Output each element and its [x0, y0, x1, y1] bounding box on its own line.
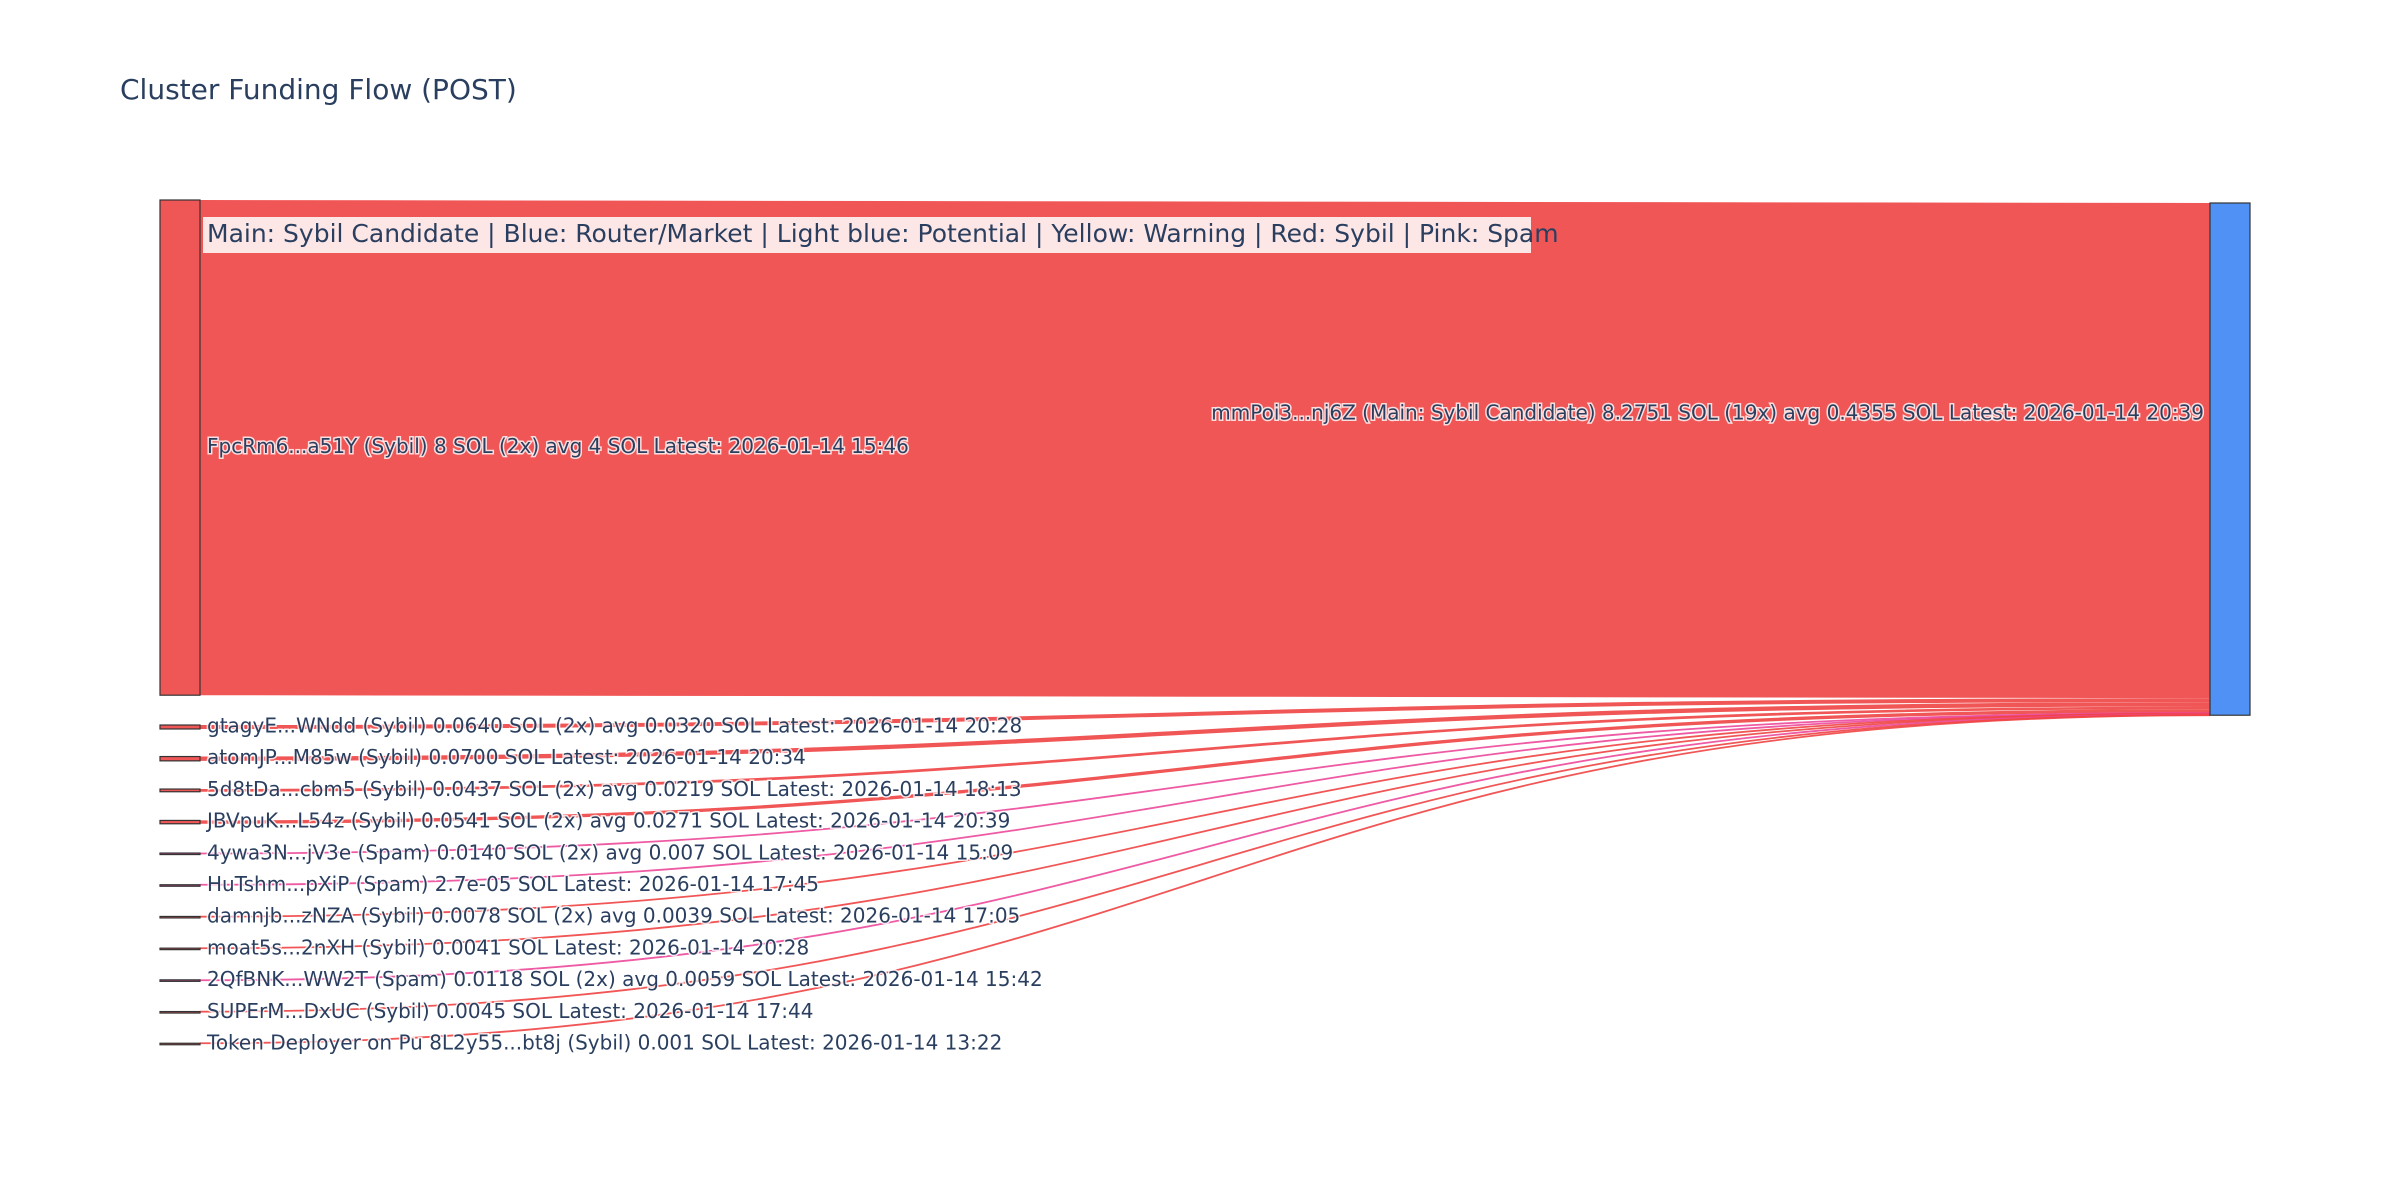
- link: [199, 712, 2211, 886]
- link: [199, 702, 2211, 761]
- node: [159, 884, 201, 887]
- nodes: [159, 199, 2251, 1046]
- node: [159, 979, 201, 982]
- link: [199, 706, 2211, 792]
- node: [159, 724, 201, 730]
- node-label: Token Deployer on Pu 8L2y55...bt8j (Sybi…: [206, 1031, 1002, 1055]
- node-label: 2QfBNK...WW2T (Spam) 0.0118 SOL (2x) avg…: [207, 967, 1043, 991]
- link: [199, 200, 2211, 699]
- annotation: Main: Sybil Candidate | Blue: Router/Mar…: [207, 219, 1559, 248]
- node: [159, 1042, 201, 1046]
- node-label: atomJP...M85w (Sybil) 0.0700 SOL Latest:…: [207, 745, 806, 769]
- node: [159, 819, 201, 825]
- node: [159, 755, 201, 762]
- node-label: HuTshm...pXiP (Spam) 2.7e-05 SOL Latest:…: [207, 872, 819, 896]
- link: [199, 714, 2211, 1013]
- node-label: gtagyE...WNdd (Sybil) 0.0640 SOL (2x) av…: [207, 714, 1022, 738]
- node-label: JBVpuK...L54z (Sybil) 0.0541 SOL (2x) av…: [205, 809, 1010, 833]
- annotation-background: [203, 217, 1531, 253]
- node-label: 4ywa3N...jV3e (Spam) 0.0140 SOL (2x) avg…: [207, 840, 1013, 864]
- link: [199, 709, 2211, 824]
- node-label: moat5s...2nXH (Sybil) 0.0041 SOL Latest:…: [207, 935, 809, 959]
- node: [159, 1010, 201, 1014]
- node-label: mmPoi3...nj6Z (Main: Sybil Candidate) 8.…: [1211, 401, 2204, 425]
- links: [199, 200, 2211, 1045]
- labels: FpcRm6...a51Y (Sybil) 8 SOL (2x) avg 4 S…: [204, 399, 2206, 1056]
- link: [199, 714, 2211, 1045]
- node: [159, 788, 201, 793]
- node: [159, 852, 201, 856]
- node: [159, 915, 201, 919]
- link: [199, 713, 2211, 982]
- node-label: 5d8tDa...cbm5 (Sybil) 0.0437 SOL (2x) av…: [207, 777, 1022, 801]
- link: [199, 712, 2211, 855]
- link: [199, 713, 2211, 950]
- node-label: damnjb...zNZA (Sybil) 0.0078 SOL (2x) av…: [207, 904, 1020, 928]
- node: [159, 199, 201, 696]
- node: [159, 947, 201, 951]
- chart-title: Cluster Funding Flow (POST): [120, 73, 517, 106]
- node: [2209, 202, 2251, 716]
- node-label: FpcRm6...a51Y (Sybil) 8 SOL (2x) avg 4 S…: [207, 434, 909, 458]
- link: [199, 712, 2211, 918]
- node-label: SUPErM...DxUC (Sybil) 0.0045 SOL Latest:…: [207, 999, 813, 1023]
- link: [199, 698, 2211, 729]
